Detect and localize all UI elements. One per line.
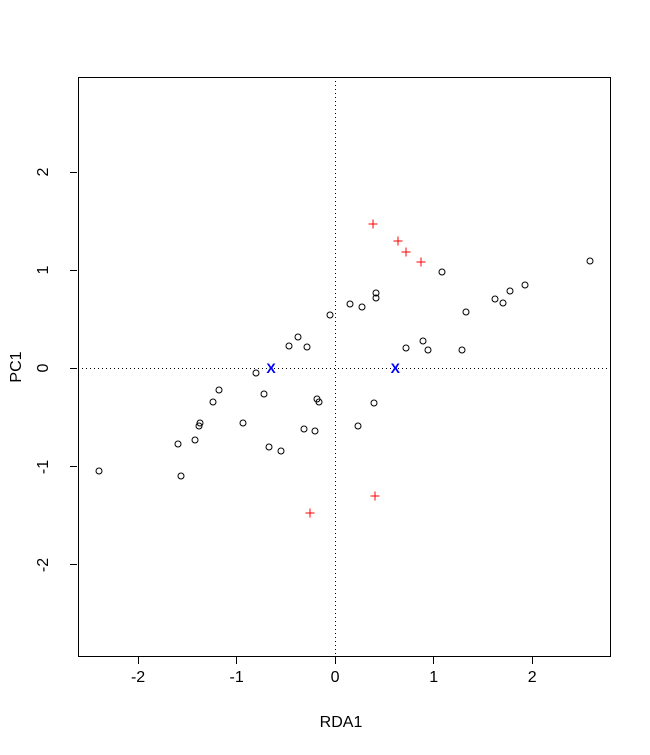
data-point-site-circle	[252, 369, 260, 377]
data-point-site-circle	[462, 308, 470, 316]
data-point-site-circle	[326, 311, 334, 319]
data-point-site-circle	[277, 447, 285, 455]
data-point-site-circle	[506, 287, 514, 295]
y-axis-tick	[70, 466, 77, 468]
data-point-site-circle	[586, 257, 594, 265]
data-point-site-circle	[402, 344, 410, 352]
x-axis-tick-label: 2	[527, 669, 537, 686]
data-point-site-circle	[424, 346, 432, 354]
x-axis-tick	[137, 657, 139, 664]
data-point-site-circle	[95, 467, 103, 475]
x-axis-tick	[236, 657, 238, 664]
plus-vertical-bar	[397, 236, 399, 246]
x-axis-tick	[531, 657, 533, 664]
x-axis-tick	[433, 657, 435, 664]
data-point-site-circle	[300, 425, 308, 433]
data-point-site-circle	[499, 299, 507, 307]
data-point-species-plus	[401, 247, 411, 257]
data-point-site-circle	[521, 281, 529, 289]
data-point-site-circle	[303, 343, 311, 351]
x-axis-tick	[334, 657, 336, 664]
data-point-site-circle	[265, 443, 273, 451]
data-point-site-circle	[195, 422, 203, 430]
data-point-site-circle	[372, 294, 380, 302]
y-axis-tick	[70, 171, 77, 173]
data-point-species-plus	[305, 508, 315, 518]
data-point-species-plus	[393, 236, 403, 246]
y-axis-label: PC1	[8, 351, 25, 383]
x-axis-tick-label: -2	[130, 669, 146, 686]
plus-vertical-bar	[374, 491, 376, 501]
data-point-site-circle	[315, 398, 323, 406]
data-point-site-circle	[438, 268, 446, 276]
data-point-site-circle	[354, 422, 362, 430]
x-axis-tick-label: -1	[229, 669, 244, 686]
data-point-centroid-x: X	[390, 360, 400, 377]
data-point-site-circle	[294, 333, 302, 341]
zero-line-horizontal	[78, 367, 611, 369]
plus-vertical-bar	[309, 508, 311, 518]
data-point-site-circle	[491, 295, 499, 303]
data-point-site-circle	[260, 390, 268, 398]
x-axis-tick-label: 1	[429, 669, 439, 686]
data-point-site-circle	[358, 303, 366, 311]
data-point-site-circle	[177, 472, 185, 480]
data-point-site-circle	[458, 346, 466, 354]
y-axis-tick-label: -1	[35, 459, 52, 474]
data-point-species-plus	[416, 257, 426, 266]
y-axis-tick	[70, 564, 77, 566]
data-point-site-circle	[209, 398, 217, 406]
data-point-species-plus	[368, 219, 378, 229]
data-point-site-circle	[239, 419, 247, 427]
data-point-site-circle	[215, 386, 223, 394]
y-axis-tick-label: 0	[35, 364, 52, 373]
x-axis-label: RDA1	[319, 714, 363, 731]
data-point-site-circle	[311, 427, 319, 435]
plus-vertical-bar	[420, 257, 422, 266]
data-point-species-plus	[370, 491, 380, 501]
x-axis-tick-label: 0	[330, 669, 340, 686]
y-axis-tick-label: 2	[35, 167, 52, 177]
data-point-site-circle	[285, 342, 293, 350]
data-point-site-circle	[191, 436, 199, 444]
plus-vertical-bar	[372, 219, 374, 229]
data-point-site-circle	[346, 300, 354, 308]
plus-vertical-bar	[405, 247, 407, 257]
y-axis-tick-label: -2	[35, 557, 52, 572]
data-point-site-circle	[370, 399, 378, 407]
data-point-site-circle	[174, 440, 181, 448]
data-point-centroid-x: X	[266, 360, 276, 377]
zero-line-vertical	[334, 77, 336, 657]
y-axis-tick	[70, 269, 77, 271]
data-point-site-circle	[419, 337, 427, 345]
y-axis-tick	[70, 367, 77, 369]
y-axis-tick-label: 1	[35, 265, 52, 275]
